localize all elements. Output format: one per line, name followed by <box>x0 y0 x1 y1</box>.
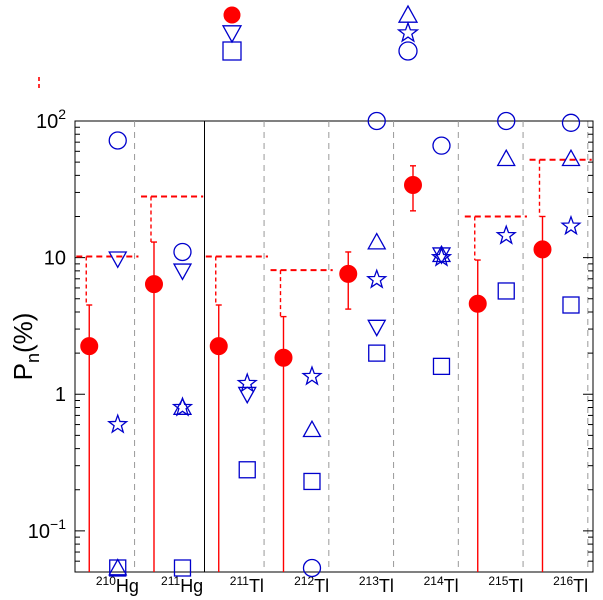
arxiv-point <box>173 242 192 262</box>
arxiv-point <box>497 111 516 131</box>
frdm-qrpa-point <box>108 558 128 576</box>
data-marks <box>76 111 592 578</box>
frdm-qrpa-point <box>496 148 516 167</box>
legend-symbol-RHB_RQRPA <box>396 21 420 43</box>
rhb-rqrpa-point <box>107 413 129 434</box>
arxiv-point <box>367 111 386 131</box>
this-work-point <box>209 337 228 356</box>
this-work-point <box>144 275 163 294</box>
arxiv-point <box>432 136 451 155</box>
legend <box>38 4 420 91</box>
this-work-point <box>339 264 358 283</box>
this-work-point <box>80 337 99 356</box>
ktuy-point <box>303 472 321 491</box>
x-tick-label: 211Hg <box>161 574 203 596</box>
rhb-rqrpa-point <box>430 246 453 267</box>
df3-cqrpa-point <box>172 263 193 281</box>
ktuy-point <box>238 461 256 479</box>
legend-symbol-KTUY <box>222 41 242 61</box>
plot-frame <box>74 120 594 573</box>
arxiv-point <box>561 113 581 132</box>
ktuy-point <box>368 344 386 362</box>
rhb-rqrpa-point <box>560 214 582 236</box>
axes: 10−1 1 10 102 Pn(%) 210Hg 211Hg 211Tl 212Tl 213Tl… <box>8 106 594 596</box>
ktuy-point <box>432 357 451 376</box>
ktuy-point <box>497 282 515 300</box>
arxiv-point <box>108 131 127 150</box>
ktuy-point <box>173 559 192 577</box>
arxiv-point <box>302 558 322 578</box>
x-tick-label: 211Tl <box>230 574 264 596</box>
y-tick-label: 102 <box>36 106 66 133</box>
y-tick-label: 10 <box>44 248 66 270</box>
ktuy-point <box>109 559 127 577</box>
y-tick-label: 1 <box>55 384 66 406</box>
x-tick-label: 212Tl <box>294 574 329 596</box>
rhb-rqrpa-point <box>301 365 323 386</box>
x-tick-label: 210Hg <box>96 574 139 596</box>
x-tick-label: 215Tl <box>488 574 523 596</box>
rhb-rqrpa-point <box>495 224 517 245</box>
y-tick-label: 10−1 <box>28 516 66 543</box>
legend-symbol-arXiv <box>398 41 418 61</box>
y-axis-label: Pn(%) <box>8 313 43 381</box>
df3-cqrpa-point <box>108 251 128 269</box>
rhb-rqrpa-point <box>171 396 194 417</box>
this-work-point <box>403 176 422 195</box>
this-work-point <box>274 348 293 367</box>
x-tick-label: 213Tl <box>359 574 394 596</box>
ktuy-point <box>562 296 580 314</box>
rhb-rqrpa-point <box>366 268 388 289</box>
df3-cqrpa-point <box>237 386 257 405</box>
legend-symbol-this_work <box>223 6 241 24</box>
x-tick-label: 214Tl <box>424 574 459 596</box>
this-work-point <box>468 294 487 313</box>
legend-symbol-DF3_cQRPA <box>221 25 243 44</box>
legend-symbol-FRDM_QRPA <box>397 4 419 23</box>
frdm-qrpa-point <box>367 232 387 250</box>
x-tick-label: 216Tl <box>553 574 588 596</box>
frdm-qrpa-point <box>302 419 322 438</box>
frdm-qrpa-point <box>172 397 193 415</box>
rhb-rqrpa-point <box>236 372 258 393</box>
df3-cqrpa-point <box>367 319 387 337</box>
this-work-point <box>533 240 552 259</box>
frdm-qrpa-point <box>561 148 581 167</box>
